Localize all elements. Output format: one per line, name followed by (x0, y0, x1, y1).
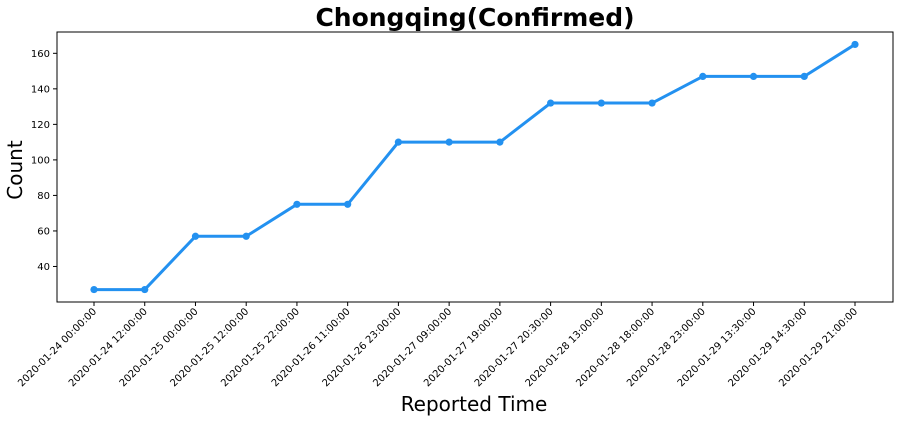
data-point (547, 99, 555, 107)
data-point (648, 99, 656, 107)
data-point (141, 285, 149, 294)
data-point (597, 99, 605, 107)
series-line (94, 43, 856, 292)
chart-title: Chongqing(Confirmed) (315, 3, 634, 32)
data-point (699, 72, 707, 81)
y-tick-label: 40 (37, 262, 50, 273)
data-point (90, 285, 98, 294)
y-axis: 40 60 80 100 120 140 160 (31, 49, 57, 273)
y-tick-label: 140 (31, 84, 50, 95)
y-tick-label: 120 (31, 120, 50, 131)
y-tick-label: 80 (37, 191, 50, 202)
y-tick-label: 160 (31, 49, 50, 60)
data-point (293, 200, 301, 208)
x-axis-label: Reported Time (401, 392, 548, 416)
y-tick-label: 60 (37, 226, 50, 237)
data-point (394, 138, 402, 146)
plot-area (56, 31, 894, 303)
data-point (191, 232, 200, 240)
y-tick-label: 100 (31, 155, 50, 166)
data-point (242, 232, 250, 240)
y-axis-label: Count (3, 140, 27, 200)
data-point (851, 40, 859, 49)
data-point (445, 138, 453, 146)
data-point (496, 138, 504, 146)
data-point (344, 200, 352, 208)
data-point (749, 72, 758, 81)
data-point (800, 72, 808, 81)
series-layer (90, 40, 859, 294)
